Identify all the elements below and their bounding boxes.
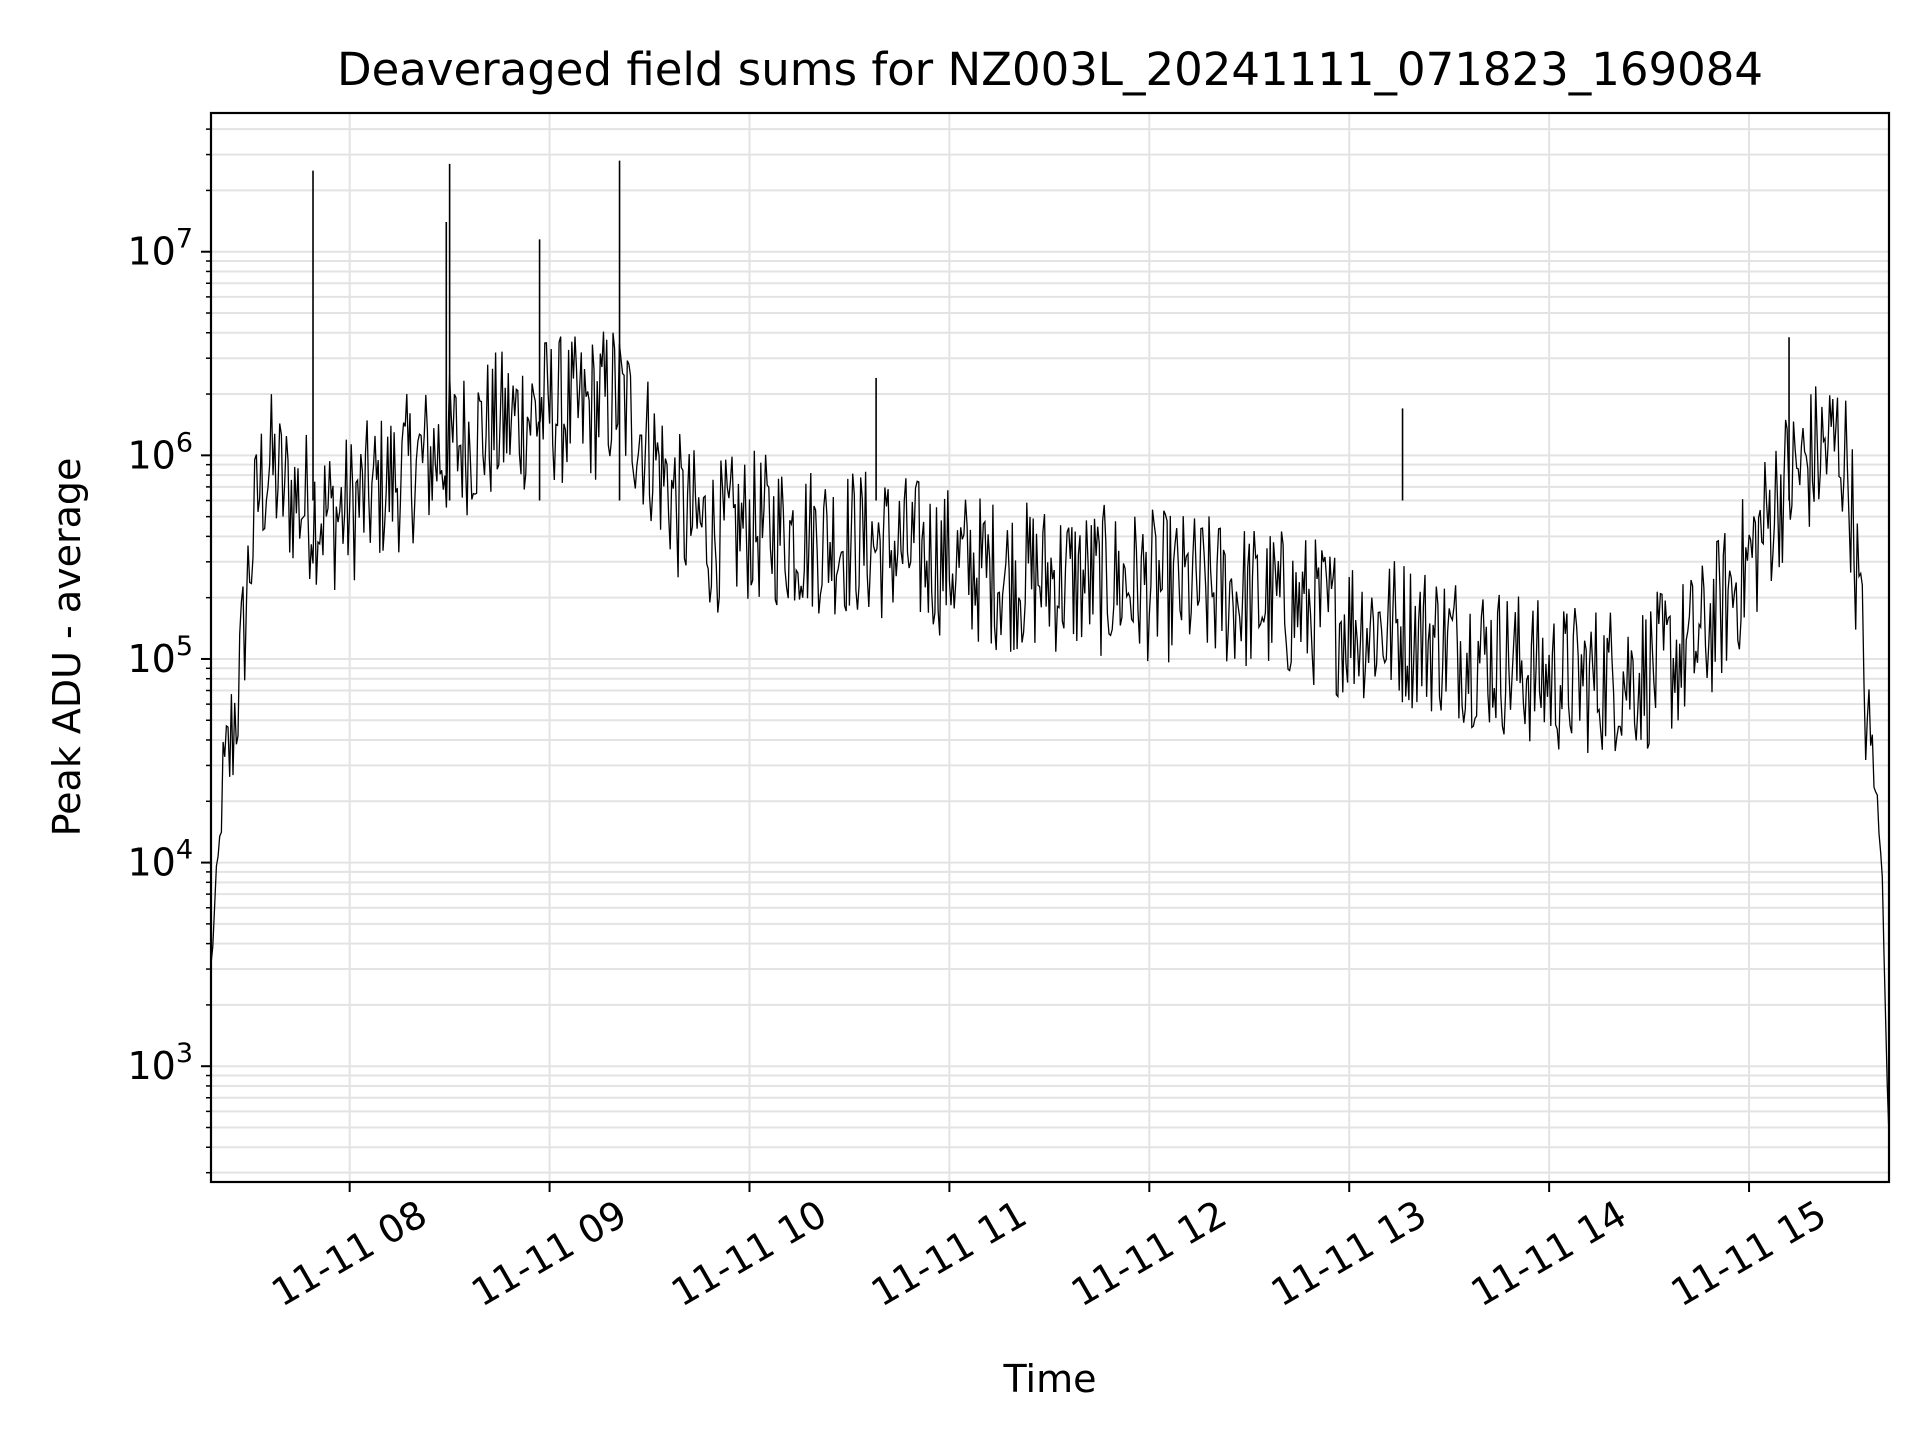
y-tick-label: 103 [127,1038,193,1088]
y-tick-label: 106 [127,427,193,477]
y-axis-label: Peak ADU - average [45,458,89,837]
chart-title: Deaveraged field sums for NZ003L_2024111… [337,43,1763,96]
y-tick-label: 105 [127,631,193,681]
y-tick-label: 107 [127,224,193,274]
x-axis-label: Time [1003,1357,1097,1401]
grid [211,113,1889,1182]
plot-frame [209,111,1891,1184]
series-line-0 [210,331,1890,1137]
y-ticks: 103 104 105 106 107 [127,128,211,1174]
series-group [210,160,1890,1137]
y-tick-label: 104 [127,835,193,885]
